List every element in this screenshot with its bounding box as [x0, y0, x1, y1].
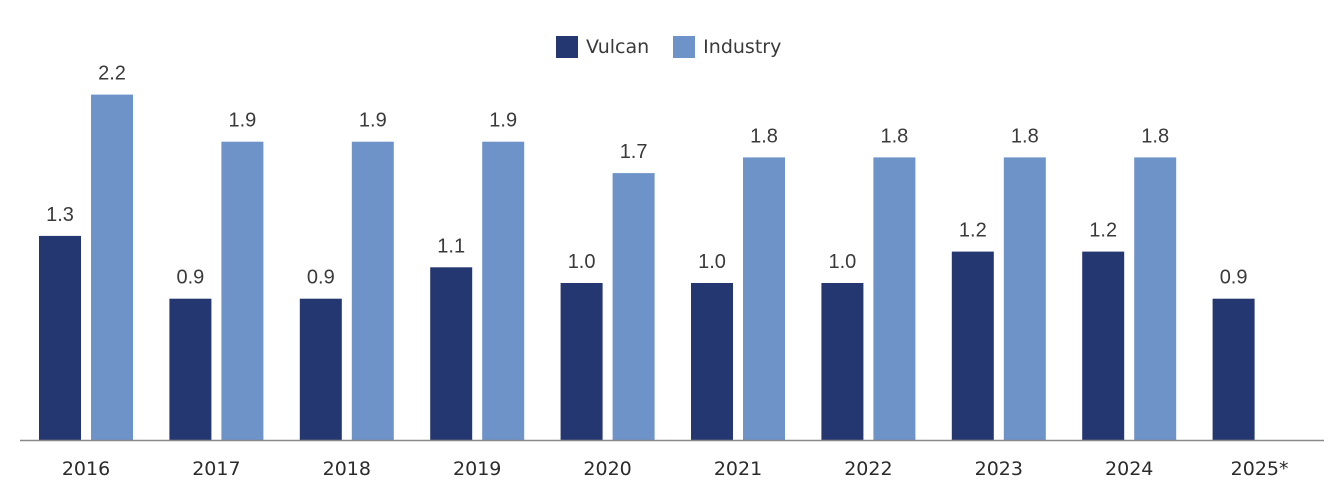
legend-item-vulcan: Vulcan: [556, 36, 649, 58]
x-tick-label-2024: 2024: [1105, 458, 1153, 480]
bar-industry-2017: [221, 141, 264, 440]
legend-swatch-vulcan: [556, 36, 578, 58]
legend-label-industry: Industry: [703, 36, 782, 58]
bar-vulcan-2018: [299, 298, 342, 440]
data-label-industry-2017: 1.9: [228, 110, 256, 132]
bar-vulcan-2021: [691, 283, 733, 440]
data-label-industry-2021: 1.8: [750, 125, 778, 147]
bar-vulcan-2025: [1212, 298, 1255, 440]
data-label-vulcan-2022: 1.0: [828, 251, 856, 273]
data-label-vulcan-2020: 1.0: [568, 251, 596, 273]
legend: Vulcan Industry: [556, 36, 805, 58]
x-tick-label-2023: 2023: [975, 458, 1023, 480]
data-label-vulcan-2016: 1.3: [46, 204, 74, 226]
bar-industry-2018: [351, 141, 394, 440]
data-label-vulcan-2021: 1.0: [698, 251, 726, 273]
x-tick-label-2017: 2017: [192, 458, 240, 480]
data-label-industry-2019: 1.9: [489, 110, 517, 132]
x-tick-label-2018: 2018: [323, 458, 371, 480]
bar-industry-2022: [873, 157, 916, 440]
legend-swatch-industry: [673, 36, 696, 58]
legend-item-industry: Industry: [673, 36, 781, 58]
x-tick-label-2020: 2020: [583, 458, 631, 480]
x-tick-label-2022: 2022: [844, 458, 892, 480]
data-label-vulcan-2017: 0.9: [176, 267, 204, 289]
bar-vulcan-2019: [430, 267, 473, 440]
bar-industry-2024: [1134, 157, 1177, 440]
bar-vulcan-2023: [951, 251, 994, 440]
bar-industry-2019: [482, 141, 525, 440]
bar-vulcan-2024: [1082, 251, 1125, 440]
bar-industry-2020: [612, 173, 655, 440]
data-label-vulcan-2025: 0.9: [1220, 267, 1248, 289]
data-label-industry-2023: 1.8: [1011, 125, 1039, 147]
bar-vulcan-2017: [169, 298, 212, 440]
data-label-industry-2024: 1.8: [1141, 125, 1169, 147]
x-tick-label-2021: 2021: [714, 458, 762, 480]
bar-industry-2023: [1003, 157, 1046, 440]
data-label-vulcan-2023: 1.2: [959, 220, 987, 242]
legend-label-vulcan: Vulcan: [586, 36, 650, 58]
x-tick-label-2016: 2016: [62, 458, 110, 480]
x-tick-label-2019: 2019: [453, 458, 501, 480]
bar-industry-2021: [743, 157, 785, 440]
data-label-vulcan-2019: 1.1: [437, 235, 465, 257]
x-tick-label-2025: 2025*: [1231, 458, 1289, 480]
data-label-industry-2022: 1.8: [880, 125, 908, 147]
bar-vulcan-2022: [821, 283, 864, 440]
data-label-industry-2020: 1.7: [620, 141, 648, 163]
bar-vulcan-2020: [560, 283, 603, 440]
bar-vulcan-2016: [39, 235, 81, 440]
data-label-vulcan-2018: 0.9: [307, 267, 335, 289]
data-label-industry-2018: 1.9: [359, 110, 387, 132]
data-label-industry-2016: 2.2: [98, 63, 126, 85]
bar-industry-2016: [91, 94, 133, 440]
data-label-vulcan-2024: 1.2: [1089, 220, 1117, 242]
